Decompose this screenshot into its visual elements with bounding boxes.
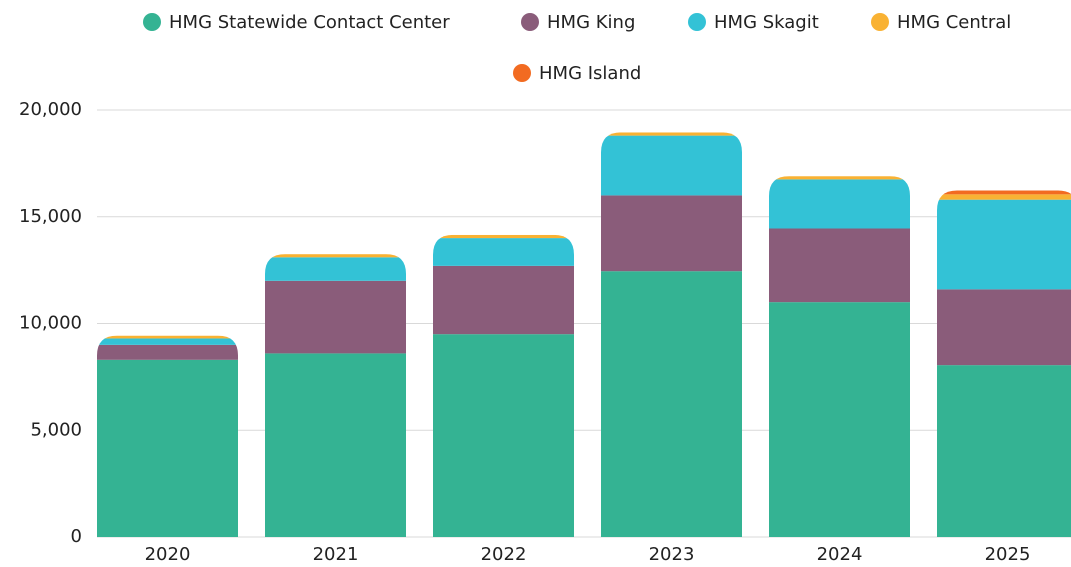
y-tick-label: 10,000 bbox=[19, 313, 82, 334]
bar-segment bbox=[265, 254, 406, 258]
bar-segment bbox=[265, 353, 406, 537]
bar-segment bbox=[265, 280, 406, 354]
bar-group bbox=[265, 254, 406, 537]
x-tick-label: 2024 bbox=[817, 544, 863, 565]
bar-segment bbox=[433, 334, 574, 537]
legend-label: HMG Island bbox=[539, 63, 641, 84]
bar-segment bbox=[769, 302, 910, 537]
legend-label: HMG Statewide Contact Center bbox=[169, 12, 450, 33]
bar-segment bbox=[97, 344, 238, 360]
bar-segment bbox=[769, 179, 910, 229]
bar-segment bbox=[937, 190, 1071, 195]
x-tick-label: 2022 bbox=[481, 544, 527, 565]
bar-segment bbox=[265, 257, 406, 281]
bar-segment bbox=[97, 359, 238, 537]
bar-segment bbox=[97, 338, 238, 345]
legend-label: HMG King bbox=[547, 12, 635, 33]
bar-group bbox=[937, 190, 1071, 537]
legend-label: HMG Central bbox=[897, 12, 1011, 33]
legend-marker bbox=[143, 13, 161, 31]
bar-segment bbox=[601, 271, 742, 537]
bar-segment bbox=[433, 234, 574, 239]
legend-marker bbox=[871, 13, 889, 31]
bar-segment bbox=[601, 132, 742, 136]
legend-marker bbox=[521, 13, 539, 31]
bar-segment bbox=[937, 194, 1071, 200]
legend-marker bbox=[688, 13, 706, 31]
x-tick-label: 2021 bbox=[313, 544, 359, 565]
x-tick-label: 2020 bbox=[145, 544, 191, 565]
legend-marker bbox=[513, 64, 531, 82]
bar-group bbox=[601, 132, 742, 537]
legend-label: HMG Skagit bbox=[714, 12, 819, 33]
x-tick-label: 2025 bbox=[985, 544, 1031, 565]
bar-segment bbox=[937, 365, 1071, 537]
bar-segment bbox=[769, 228, 910, 303]
y-tick-label: 15,000 bbox=[19, 206, 82, 227]
bar-segment bbox=[937, 199, 1071, 290]
bar-group bbox=[769, 176, 910, 537]
bar-segment bbox=[433, 265, 574, 335]
bar-segment bbox=[937, 289, 1071, 366]
y-tick-label: 0 bbox=[71, 526, 82, 547]
bar-segment bbox=[601, 195, 742, 272]
y-tick-label: 5,000 bbox=[30, 419, 82, 440]
bar-segment bbox=[601, 135, 742, 196]
x-tick-label: 2023 bbox=[649, 544, 695, 565]
bar-group bbox=[433, 234, 574, 537]
bar-segment bbox=[433, 238, 574, 266]
bar-group bbox=[97, 335, 238, 537]
bar-segment bbox=[97, 335, 238, 339]
bar-segment bbox=[769, 176, 910, 180]
y-tick-label: 20,000 bbox=[19, 99, 82, 120]
